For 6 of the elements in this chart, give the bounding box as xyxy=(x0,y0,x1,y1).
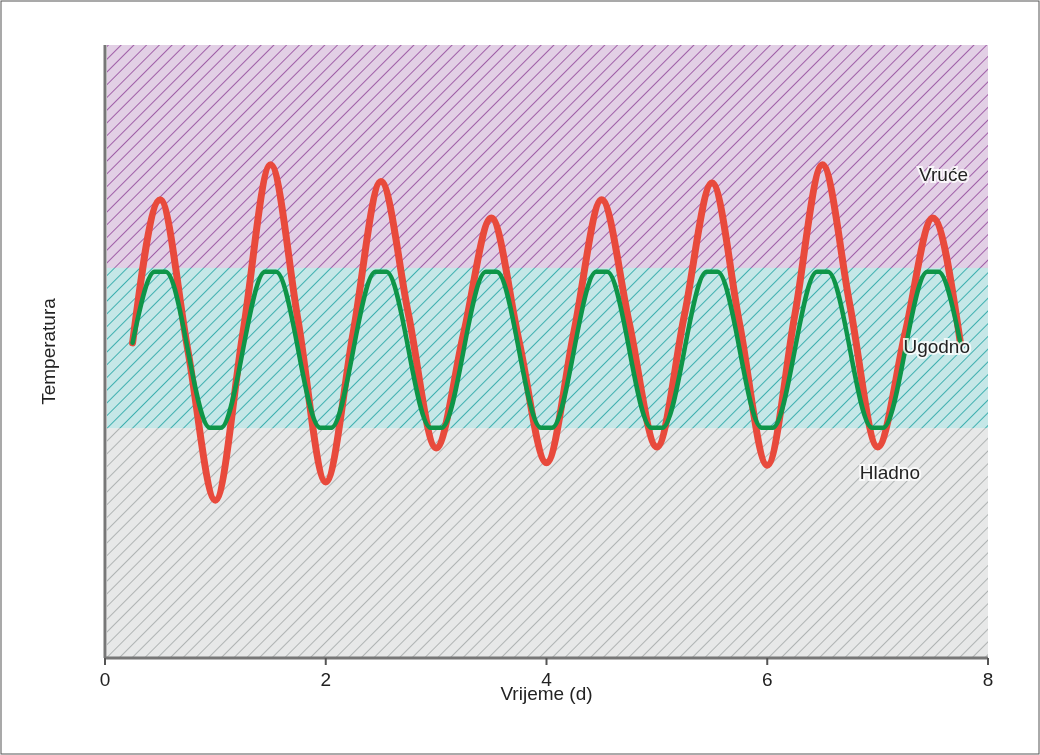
x-tick-label: 0 xyxy=(99,669,111,690)
x-tick-label: 6 xyxy=(761,669,773,690)
band-label: Hladno xyxy=(859,462,920,484)
x-tick-label: 2 xyxy=(320,669,332,690)
x-tick-label: 8 xyxy=(982,669,994,690)
y-axis-title: Temperatura xyxy=(38,297,59,405)
